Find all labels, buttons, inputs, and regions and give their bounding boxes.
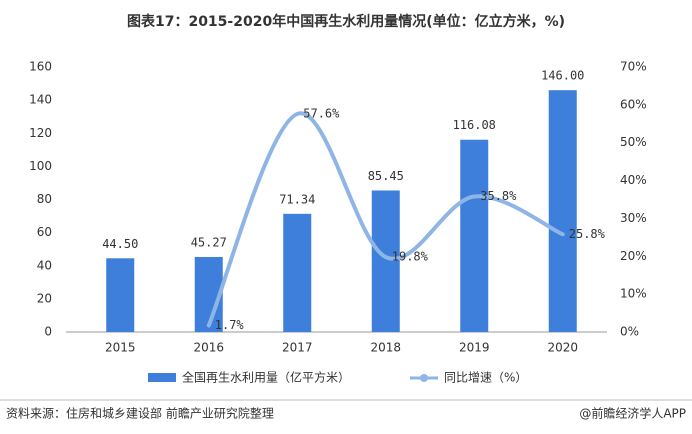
- y-tick-label: 120: [29, 126, 52, 140]
- y-tick-label: 40: [37, 258, 52, 272]
- source: 资料来源：住房和城乡建设部 前瞻产业研究院整理: [6, 406, 274, 421]
- bar: [106, 258, 135, 332]
- y2-tick-label: 20%: [620, 249, 647, 263]
- line: [206, 111, 565, 328]
- x-tick-label: 2017: [282, 341, 313, 355]
- x-tick-label: 2019: [459, 341, 490, 355]
- bar-value-label: 44.50: [102, 237, 138, 251]
- bar-value-label: 71.34: [279, 192, 315, 206]
- x-tick-label: 2018: [370, 341, 401, 355]
- line-value-label: 35.8%: [480, 189, 517, 203]
- legend-marker: [420, 374, 428, 382]
- y2-tick-label: 30%: [620, 211, 647, 225]
- y-tick-label: 80: [37, 192, 52, 206]
- bar-value-label: 146.00: [541, 69, 584, 83]
- legend-label: 全国再生水利用量（亿平方米）: [182, 370, 350, 385]
- y2-tick-label: 60%: [620, 97, 647, 111]
- line-value-label: 1.7%: [215, 318, 245, 332]
- y-tick-label: 60: [37, 225, 52, 239]
- bar-value-label: 116.08: [453, 118, 496, 132]
- x-tick-label: 2020: [547, 341, 578, 355]
- x-tick-label: 2015: [105, 341, 136, 355]
- y2-tick-label: 50%: [620, 135, 647, 149]
- brand: @前瞻经济学人APP: [579, 406, 686, 421]
- x-tick-label: 2016: [193, 341, 224, 355]
- y2-tick-label: 40%: [620, 173, 647, 187]
- legend-swatch: [148, 373, 176, 382]
- y-tick-label: 140: [29, 93, 52, 107]
- bar: [460, 139, 489, 332]
- legend-label: 同比增速（%）: [444, 371, 527, 385]
- y-tick-label: 0: [44, 325, 52, 339]
- y2-tick-label: 0%: [620, 325, 639, 339]
- line-value-label: 19.8%: [392, 250, 429, 264]
- bar: [548, 90, 577, 332]
- y-tick-label: 20: [37, 291, 52, 305]
- y2-tick-label: 70%: [620, 60, 647, 74]
- bar: [371, 190, 400, 332]
- y-tick-label: 100: [29, 159, 52, 173]
- line-value-label: 25.8%: [569, 227, 606, 241]
- y-tick-label: 160: [29, 60, 52, 74]
- bar-value-label: 85.45: [368, 169, 404, 183]
- bar: [283, 213, 312, 332]
- y2-tick-label: 10%: [620, 287, 647, 301]
- bar-value-label: 45.27: [191, 236, 227, 250]
- chart-title: 图表17：2015-2020年中国再生水利用量情况(单位：亿立方米，%): [127, 13, 565, 30]
- line-value-label: 57.6%: [303, 106, 340, 120]
